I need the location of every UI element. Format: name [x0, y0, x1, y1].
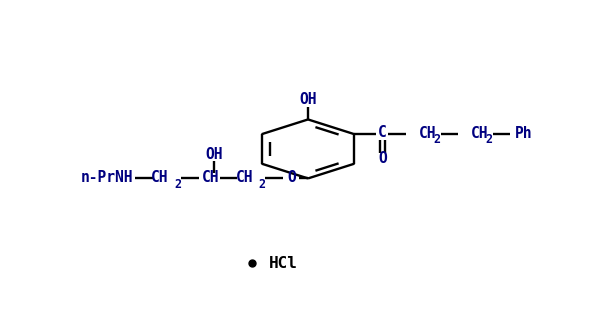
Text: 2: 2: [433, 133, 441, 146]
Text: CH: CH: [236, 170, 253, 185]
Text: CH: CH: [151, 170, 169, 185]
Text: 2: 2: [174, 177, 182, 190]
Text: n-PrNH: n-PrNH: [81, 170, 133, 185]
Text: O: O: [378, 151, 386, 166]
Text: Ph: Ph: [515, 126, 532, 141]
Text: CH: CH: [419, 126, 437, 141]
Text: OH: OH: [299, 92, 317, 107]
Text: O: O: [288, 170, 296, 185]
Text: CH: CH: [471, 126, 489, 141]
Text: C: C: [378, 126, 386, 141]
Text: 2: 2: [486, 133, 493, 146]
Text: CH: CH: [201, 170, 219, 185]
Text: HCl: HCl: [269, 255, 297, 270]
Text: OH: OH: [206, 147, 223, 162]
Text: 2: 2: [258, 177, 266, 190]
